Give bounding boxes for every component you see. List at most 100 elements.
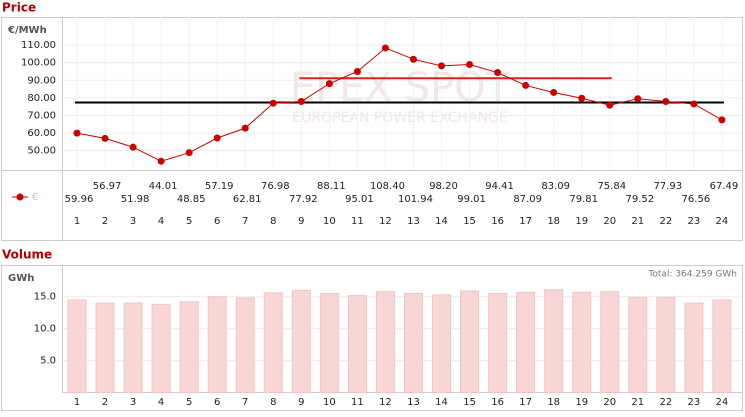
value-label: 108.40 xyxy=(370,181,405,192)
bar xyxy=(516,291,536,393)
x-tick-label: 1 xyxy=(74,216,80,227)
value-label: 87.09 xyxy=(513,194,542,205)
x-tick-label: 12 xyxy=(379,397,392,408)
x-tick-label: 4 xyxy=(158,216,164,227)
price-point xyxy=(578,94,586,102)
bar xyxy=(67,299,87,393)
bar xyxy=(572,291,592,393)
volume-title: Volume xyxy=(2,248,52,262)
price-point xyxy=(101,134,109,142)
bar xyxy=(347,294,367,394)
x-tick-label: 20 xyxy=(603,216,616,227)
x-tick-label: 1 xyxy=(74,397,80,408)
y-tick-label: 5.0 xyxy=(40,356,56,367)
value-label: 77.93 xyxy=(654,181,683,192)
price-point xyxy=(494,69,502,77)
x-tick-label: 6 xyxy=(214,216,220,227)
value-label: 98.20 xyxy=(429,181,458,192)
price-point xyxy=(325,80,333,88)
price-point xyxy=(269,99,277,107)
y-tick-label: 80.00 xyxy=(27,93,56,104)
x-tick-label: 15 xyxy=(463,397,476,408)
x-tick-label: 23 xyxy=(688,216,701,227)
bar xyxy=(628,296,648,393)
value-label: 76.98 xyxy=(261,181,290,192)
bar xyxy=(151,303,171,393)
x-tick-label: 19 xyxy=(575,216,588,227)
price-point xyxy=(129,143,137,151)
bar xyxy=(403,293,423,393)
x-tick-label: 22 xyxy=(659,216,672,227)
value-label: 95.01 xyxy=(345,194,374,205)
x-tick-label: 21 xyxy=(631,216,644,227)
bar xyxy=(123,302,143,393)
x-tick-label: 3 xyxy=(130,216,136,227)
bar xyxy=(712,299,732,393)
y-tick-label: 10.0 xyxy=(34,324,56,335)
volume-unit: GWh xyxy=(8,273,34,284)
x-tick-label: 5 xyxy=(186,216,192,227)
value-label: 76.56 xyxy=(682,194,711,205)
price-point xyxy=(73,129,81,137)
x-tick-label: 2 xyxy=(102,216,108,227)
price-point xyxy=(297,98,305,106)
price-point xyxy=(550,88,558,96)
x-tick-label: 16 xyxy=(491,397,504,408)
x-tick-label: 14 xyxy=(435,216,448,227)
value-label: 83.09 xyxy=(541,181,570,192)
price-line xyxy=(76,47,723,162)
price-point xyxy=(662,98,670,106)
bar xyxy=(488,293,508,393)
bar xyxy=(319,293,339,393)
x-tick-label: 16 xyxy=(491,216,504,227)
price-point xyxy=(718,116,726,124)
x-tick-label: 8 xyxy=(270,216,276,227)
bar xyxy=(684,302,704,393)
price-point xyxy=(381,44,389,52)
price-point xyxy=(690,100,698,108)
bar xyxy=(544,289,564,394)
x-tick-label: 19 xyxy=(575,397,588,408)
y-tick-label: 60.00 xyxy=(27,128,56,139)
x-tick-label: 18 xyxy=(547,397,560,408)
value-label: 94.41 xyxy=(485,181,514,192)
bar xyxy=(432,294,452,394)
y-tick-label: 50.00 xyxy=(27,146,56,157)
value-label: 79.52 xyxy=(625,194,654,205)
price-frame xyxy=(1,17,743,241)
price-point xyxy=(522,81,530,89)
x-tick-label: 3 xyxy=(130,397,136,408)
x-tick-label: 10 xyxy=(323,397,336,408)
bar xyxy=(263,292,283,393)
bar xyxy=(207,296,227,394)
price-point xyxy=(213,134,221,142)
value-label: 75.84 xyxy=(597,181,626,192)
price-point xyxy=(634,95,642,103)
value-label: 57.19 xyxy=(205,181,234,192)
x-tick-label: 7 xyxy=(242,397,248,408)
x-tick-label: 20 xyxy=(603,397,616,408)
value-label: 59.96 xyxy=(65,194,94,205)
value-label: 88.11 xyxy=(317,181,346,192)
price-unit: €/MWh xyxy=(7,25,47,36)
value-label: 48.85 xyxy=(177,194,206,205)
x-tick-label: 17 xyxy=(519,216,532,227)
x-tick-label: 21 xyxy=(631,397,644,408)
value-label: 44.01 xyxy=(149,181,178,192)
value-label: 77.92 xyxy=(289,194,318,205)
bar xyxy=(291,289,311,394)
watermark-subtitle: EUROPEAN POWER EXCHANGE xyxy=(292,110,507,126)
x-tick-label: 14 xyxy=(435,397,448,408)
x-tick-label: 5 xyxy=(186,397,192,408)
value-label: 51.98 xyxy=(121,194,150,205)
x-tick-label: 9 xyxy=(298,216,304,227)
x-tick-label: 18 xyxy=(547,216,560,227)
bar xyxy=(656,296,676,393)
y-tick-label: 15.0 xyxy=(34,292,56,303)
bar xyxy=(600,291,620,393)
x-tick-label: 11 xyxy=(351,216,364,227)
bar xyxy=(179,301,199,394)
value-label: 99.01 xyxy=(457,194,486,205)
x-tick-label: 13 xyxy=(407,216,420,227)
bar xyxy=(235,297,255,393)
